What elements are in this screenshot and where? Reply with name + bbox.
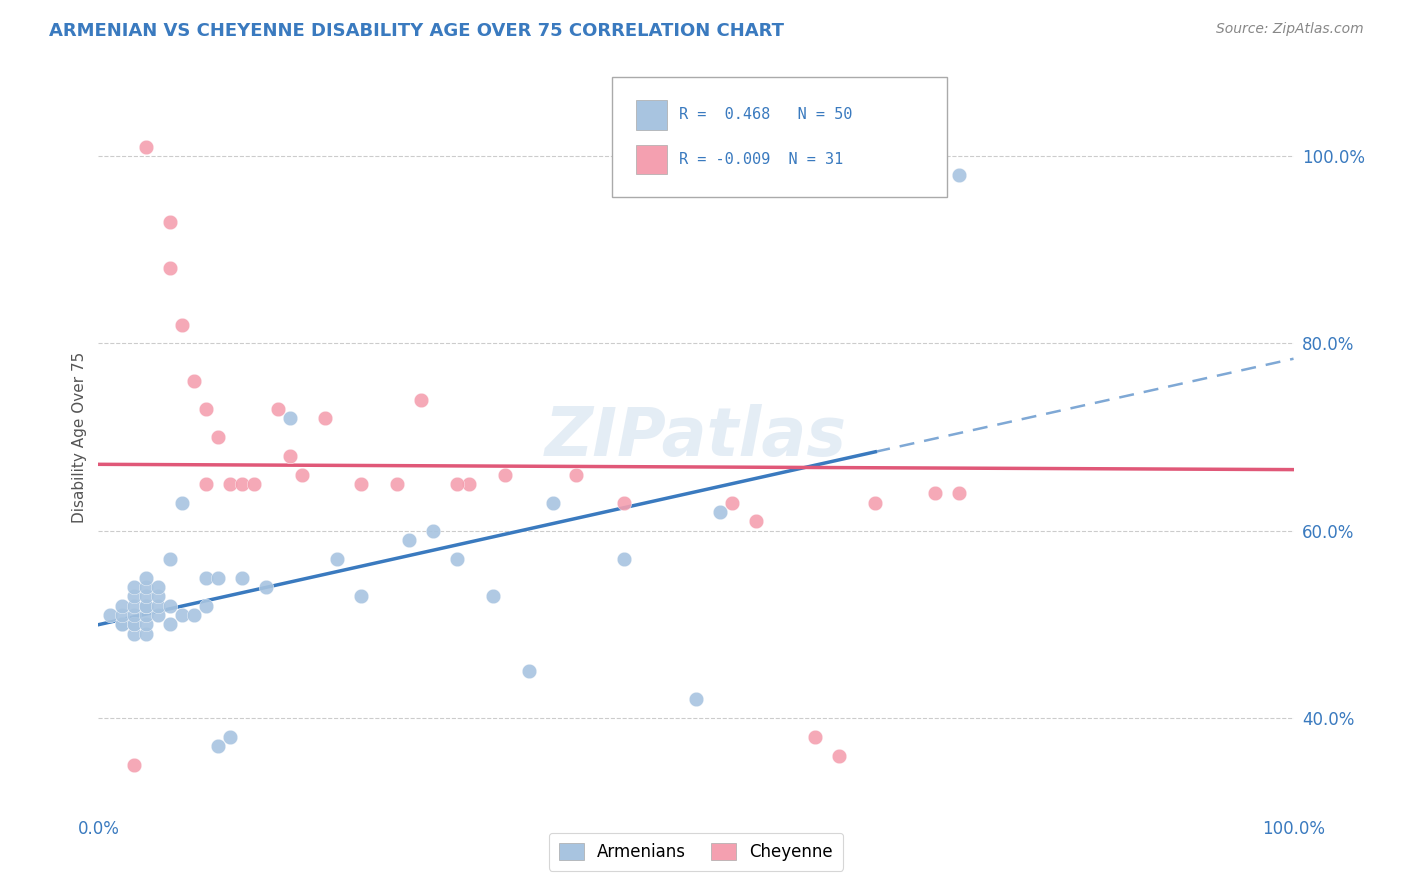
Point [135, 599, 157, 613]
Point [124, 608, 146, 623]
Point [721, 495, 744, 509]
Point [541, 495, 564, 509]
Point [207, 571, 229, 585]
Point [172, 495, 194, 509]
Point [148, 580, 170, 594]
Point [278, 449, 301, 463]
Point [613, 495, 636, 509]
Point [98, 608, 122, 623]
FancyBboxPatch shape [637, 145, 668, 175]
Point [315, 411, 337, 425]
Point [111, 617, 134, 632]
Point [219, 730, 242, 744]
Point [111, 617, 134, 632]
Point [124, 617, 146, 632]
Text: R = -0.009  N = 31: R = -0.009 N = 31 [679, 153, 844, 168]
FancyBboxPatch shape [637, 100, 668, 129]
Point [326, 551, 349, 566]
Point [207, 739, 229, 753]
Point [828, 748, 851, 763]
Point [135, 589, 157, 603]
Point [219, 476, 242, 491]
Text: R =  0.468   N = 50: R = 0.468 N = 50 [679, 107, 852, 122]
Point [159, 261, 181, 276]
Point [111, 599, 134, 613]
FancyBboxPatch shape [613, 78, 948, 197]
Point [385, 476, 409, 491]
Point [948, 168, 970, 182]
Point [446, 476, 468, 491]
Point [411, 392, 433, 407]
Point [195, 571, 218, 585]
Point [135, 608, 157, 623]
Point [183, 374, 205, 388]
Point [183, 608, 205, 623]
Point [135, 599, 157, 613]
Point [422, 524, 444, 538]
Text: ARMENIAN VS CHEYENNE DISABILITY AGE OVER 75 CORRELATION CHART: ARMENIAN VS CHEYENNE DISABILITY AGE OVER… [49, 22, 785, 40]
Point [172, 608, 194, 623]
Text: ZIPatlas: ZIPatlas [546, 404, 846, 470]
Point [111, 608, 134, 623]
Point [494, 467, 516, 482]
Point [613, 551, 636, 566]
Point [267, 401, 290, 416]
Point [135, 571, 157, 585]
Point [924, 486, 946, 500]
Point [291, 467, 314, 482]
Point [398, 533, 420, 547]
Point [148, 589, 170, 603]
Point [278, 411, 301, 425]
Point [135, 617, 157, 632]
Point [243, 476, 266, 491]
Point [709, 505, 731, 519]
Point [195, 599, 218, 613]
Point [446, 551, 468, 566]
Point [517, 664, 540, 678]
Point [148, 608, 170, 623]
Point [207, 430, 229, 444]
Point [195, 401, 218, 416]
Point [135, 580, 157, 594]
Point [231, 571, 253, 585]
Point [254, 580, 277, 594]
Point [350, 589, 373, 603]
Point [481, 589, 505, 603]
Point [865, 495, 887, 509]
Point [159, 617, 181, 632]
Point [231, 476, 253, 491]
Point [124, 626, 146, 640]
Point [195, 476, 218, 491]
Point [124, 758, 146, 772]
Point [804, 730, 827, 744]
Point [135, 626, 157, 640]
Legend: Armenians, Cheyenne: Armenians, Cheyenne [548, 832, 844, 871]
Point [124, 617, 146, 632]
Point [458, 476, 481, 491]
Point [159, 599, 181, 613]
Point [350, 476, 373, 491]
Point [124, 599, 146, 613]
Point [172, 318, 194, 332]
Point [148, 599, 170, 613]
Point [948, 486, 970, 500]
Point [124, 580, 146, 594]
Point [565, 467, 588, 482]
Point [685, 692, 707, 706]
Text: Source: ZipAtlas.com: Source: ZipAtlas.com [1216, 22, 1364, 37]
Point [135, 139, 157, 153]
Y-axis label: Disability Age Over 75: Disability Age Over 75 [72, 351, 87, 523]
Point [124, 589, 146, 603]
Point [745, 514, 768, 528]
Point [159, 214, 181, 228]
Point [159, 551, 181, 566]
